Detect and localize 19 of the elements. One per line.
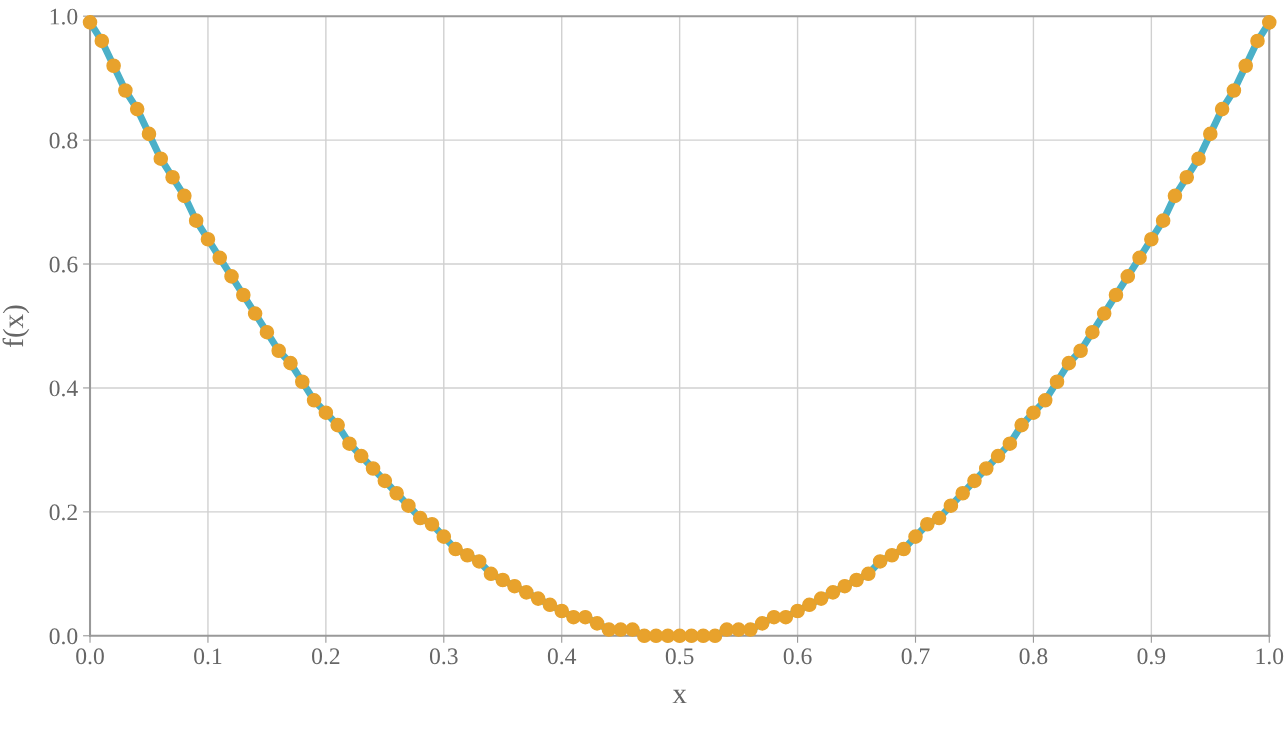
x-tick-label: 0.9 <box>1137 648 1166 665</box>
x-tick-label: 0.0 <box>76 648 104 665</box>
x-tick-label: 1.0 <box>1256 648 1284 665</box>
y-tick-label: 0.0 <box>49 628 78 645</box>
x-tick-label: 0.5 <box>665 648 694 665</box>
x-tick-label: 0.8 <box>1019 648 1048 665</box>
x-tick-label: 0.6 <box>783 648 812 665</box>
y-tick-label: 0.6 <box>49 256 78 273</box>
x-tick-label: 0.3 <box>429 648 458 665</box>
x-axis-title: x <box>672 689 687 704</box>
y-tick-label: 0.4 <box>49 380 78 397</box>
x-tick-label: 0.2 <box>312 648 340 665</box>
y-tick-label: 0.8 <box>49 132 78 149</box>
y-axis-title: f(x) <box>2 305 30 347</box>
x-tick-label: 0.7 <box>901 648 930 665</box>
y-tick-label: 1.0 <box>50 8 78 25</box>
x-tick-label: 0.1 <box>194 648 222 665</box>
x-tick-label: 0.4 <box>547 648 577 665</box>
y-tick-label: 0.2 <box>49 504 77 521</box>
